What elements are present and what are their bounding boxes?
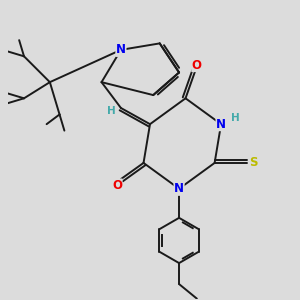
Text: O: O: [112, 179, 122, 192]
Text: N: N: [116, 43, 126, 56]
Text: H: H: [107, 106, 116, 116]
Text: N: N: [174, 182, 184, 195]
Text: N: N: [216, 118, 226, 131]
Text: H: H: [231, 113, 240, 123]
Text: S: S: [249, 156, 258, 170]
Text: O: O: [192, 58, 202, 71]
